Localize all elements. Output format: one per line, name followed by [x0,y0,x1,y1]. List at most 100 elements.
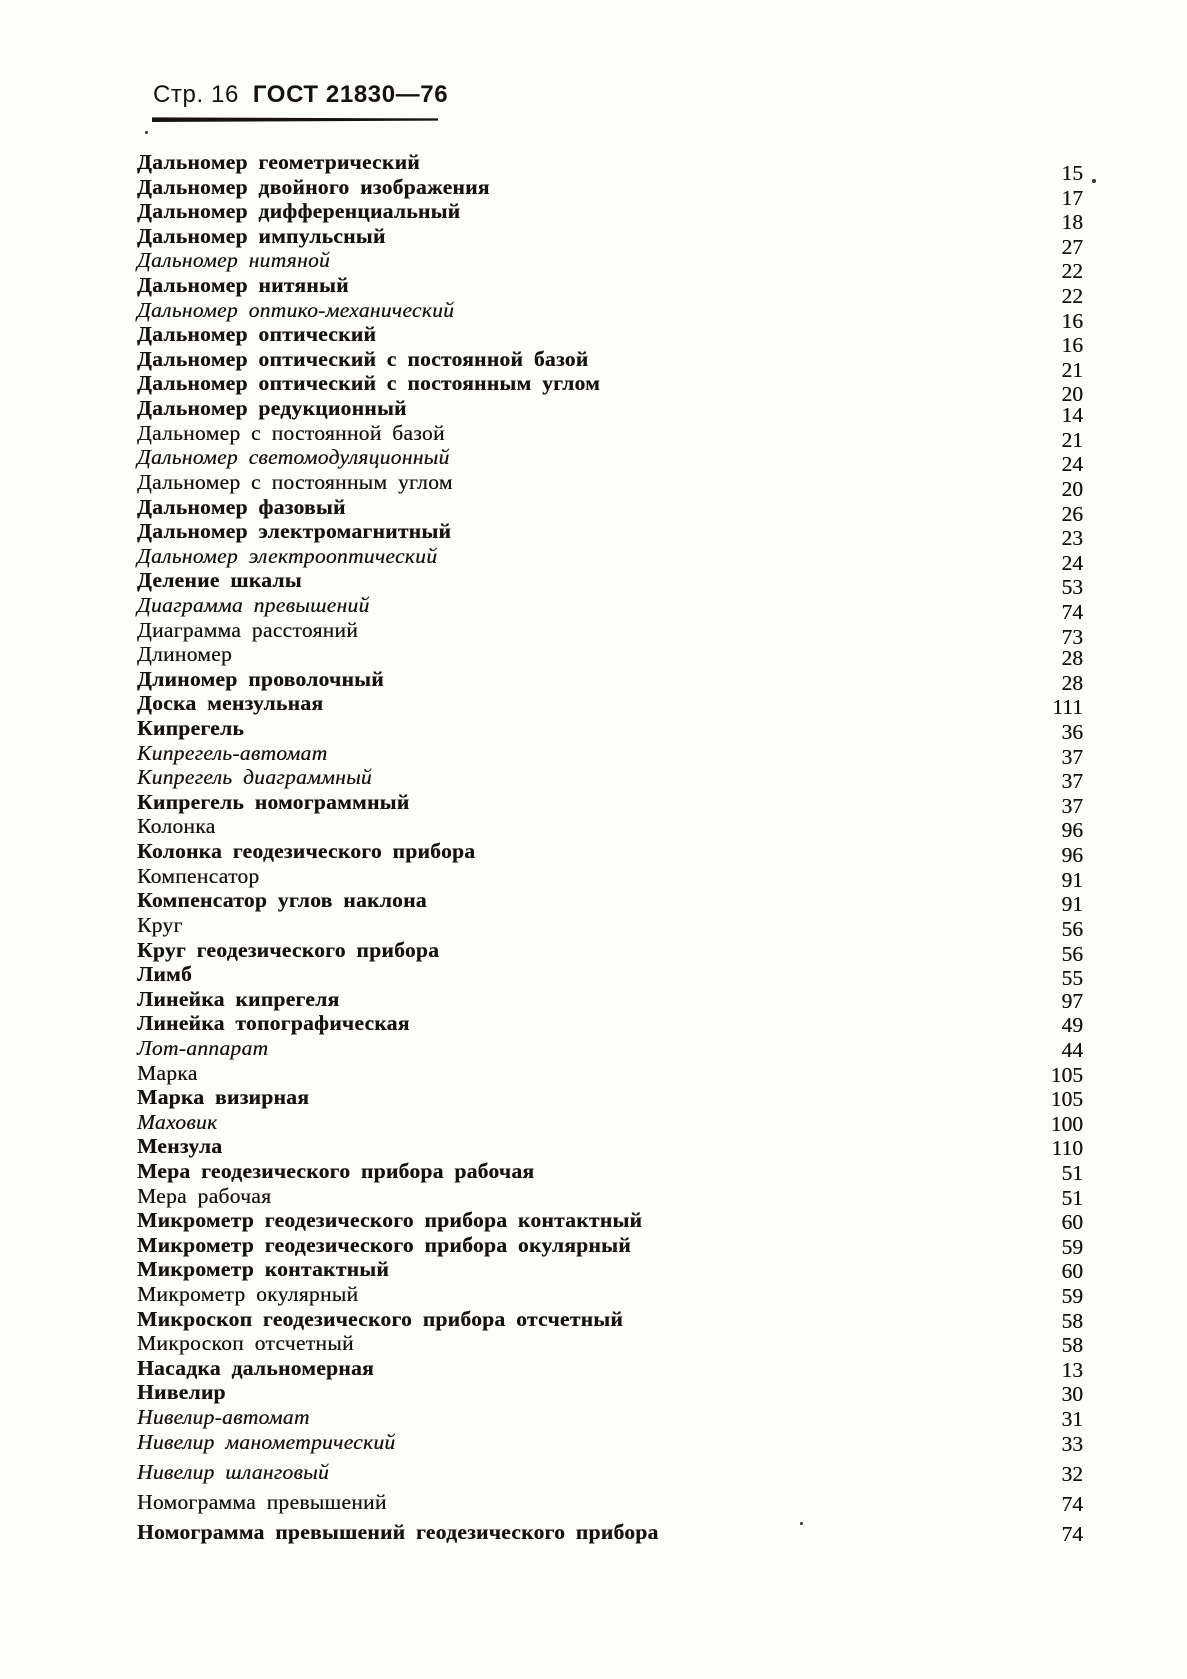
index-page-number: 59 [1061,1234,1084,1259]
index-page-number: 44 [1061,1037,1084,1062]
header-rule-divider [152,117,438,122]
index-entry-row: Дальномер с постоянной базой 21 [137,421,1083,452]
index-page-number: 97 [1061,988,1084,1013]
index-entry-row: Дальномер электромагнитный 23 [137,519,1083,550]
index-page-number: 26 [1061,501,1084,526]
standard-number-label: ГОСТ 21830—76 [252,81,449,108]
index-term: Компенсатор [137,863,260,888]
index-entry-row: Маховик 100 [137,1110,1083,1136]
index-entry-row: Дальномер оптический с постоянным углом … [137,371,1083,406]
index-entry-row: Дальномер нитяный 22 [137,273,1083,308]
index-term: Номограмма превышений геодезического при… [137,1519,659,1544]
index-entry-row: Марка визирная 105 [137,1085,1083,1111]
index-term: Длиномер [137,642,233,667]
index-term: Круг [137,912,183,937]
index-page-number: 28 [1061,646,1084,671]
index-page-number: 73 [1061,624,1084,649]
index-term: Дальномер с постоянным углом [137,469,453,494]
index-term: Дальномер нитяный [137,273,349,298]
index-page-number: 91 [1061,892,1084,917]
index-term: Кипрегель [137,716,245,741]
index-term: Насадка дальномерная [137,1355,374,1380]
index-page-number: 37 [1061,793,1084,818]
index-term: Мера рабочая [137,1183,272,1208]
scan-speck [1092,179,1096,183]
index-entry-row: Лот-аппарат 44 [137,1035,1084,1062]
index-term: Микроскоп геодезического прибора отсчетн… [137,1306,624,1331]
index-page-number: 56 [1061,941,1084,966]
index-page-number: 31 [1061,1407,1084,1432]
index-entry-row: Дальномер двойного изображения 17 [137,175,1083,210]
index-entry-row: Диаграмма превышений 74 [137,592,1083,624]
index-entry-row: Дальномер редукционный 14 [137,396,1083,427]
index-term: Микрометр окулярный [137,1282,359,1307]
index-page-number: 74 [1061,1491,1084,1516]
index-term: Микрометр геодезического прибора окулярн… [137,1232,631,1257]
index-page-number: 24 [1061,452,1084,477]
index-entry-row: Номограмма превышений геодезического при… [137,1519,1084,1546]
page-number-label: Стр. 16 [153,81,239,108]
running-head: Стр. 16 ГОСТ 21830—76 [153,83,448,107]
index-term: Лимб [137,962,193,987]
index-page-number: 96 [1061,843,1084,868]
index-entry-row: Круг геодезического прибора 56 [137,938,1083,966]
index-term: Деление шкалы [137,568,302,593]
scan-speck [614,1247,617,1250]
index-page-number: 56 [1061,916,1084,941]
index-page-number: 20 [1061,476,1084,501]
index-entry-row: Дальномер нитяной 22 [137,248,1083,283]
index-term: Марка визирная [137,1085,310,1110]
index-page-number: 22 [1061,259,1084,284]
index-term: Диаграмма превышений [137,592,370,617]
index-term: Колонка [137,814,216,839]
index-page-number: 37 [1061,744,1084,769]
index-page-number: 111 [1052,695,1083,720]
index-page-number: 20 [1061,382,1084,407]
index-entry-row: Кипрегель-автомат 37 [137,740,1083,769]
index-term: Мера геодезического прибора рабочая [137,1158,535,1183]
index-term: Нивелир шланговый [137,1459,330,1484]
index-term: Кипрегель номограммный [137,789,410,814]
index-entry-row: Кипрегель 36 [137,716,1083,744]
index-entry-row: Микрометр окулярный 59 [137,1282,1083,1308]
index-page-number: 37 [1061,769,1084,794]
index-term: Кипрегель-автомат [137,740,328,765]
index-term: Компенсатор углов наклона [137,888,427,913]
index-term: Линейка топографическая [137,1011,410,1036]
index-term: Линейка кипрегеля [137,986,340,1011]
index-entry-row: Компенсатор 91 [137,863,1083,892]
index-entry-row: Нивелир манометрический 33 [137,1429,1083,1456]
index-page-number: 58 [1061,1333,1084,1358]
index-entry-row: Микроскоп геодезического прибора отсчетн… [137,1306,1083,1333]
index-term: Диаграмма расстояний [137,617,359,642]
index-entry-row: Микрометр геодезического прибора контакт… [137,1208,1083,1234]
index-entry-row: Дальномер оптический с постоянной базой … [137,347,1083,382]
index-entry-row: Кипрегель диаграммный 37 [137,765,1083,793]
index-entry-row: Диаграмма расстояний 73 [137,617,1083,649]
index-entry-row: Деление шкалы 53 [137,568,1083,599]
index-entry-row: Дальномер дифференциальный 18 [137,199,1083,234]
index-page-number: 105 [1050,1062,1083,1087]
index-term: Дальномер фазовый [137,494,346,519]
index-term: Нивелир манометрический [137,1429,396,1454]
index-term: Дальномер геометрический [137,150,420,174]
index-entry-row: Дальномер электрооптический 24 [137,544,1083,575]
index-term: Дальномер оптико-механический [137,297,455,322]
scan-speck [800,1522,803,1525]
index-entry-row: Колонка 96 [137,814,1083,842]
index-term: Лот-аппарат [137,1035,269,1060]
index-entry-row: Микрометр геодезического прибора окулярн… [137,1232,1084,1259]
index-entry-row: Микроскоп отсчетный 58 [137,1331,1084,1358]
index-term: Дальномер дифференциальный [137,199,461,224]
index-entry-row: Мера геодезического прибора рабочая 51 [137,1158,1083,1185]
index-page-number: 36 [1061,720,1084,745]
index-term: Дальномер оптический с постоянным углом [137,371,601,396]
index-entry-row: Насадка дальномерная 13 [137,1355,1083,1382]
index-page-number: 74 [1061,1521,1084,1546]
index-page-number: 49 [1061,1013,1084,1038]
index-entry-row: Круг 56 [137,912,1083,941]
index-page-number: 91 [1061,867,1084,892]
index-page-number: 24 [1061,550,1084,575]
index-entry-row: Длиномер проволочный 28 [137,667,1083,695]
index-page-number: 21 [1061,427,1084,452]
